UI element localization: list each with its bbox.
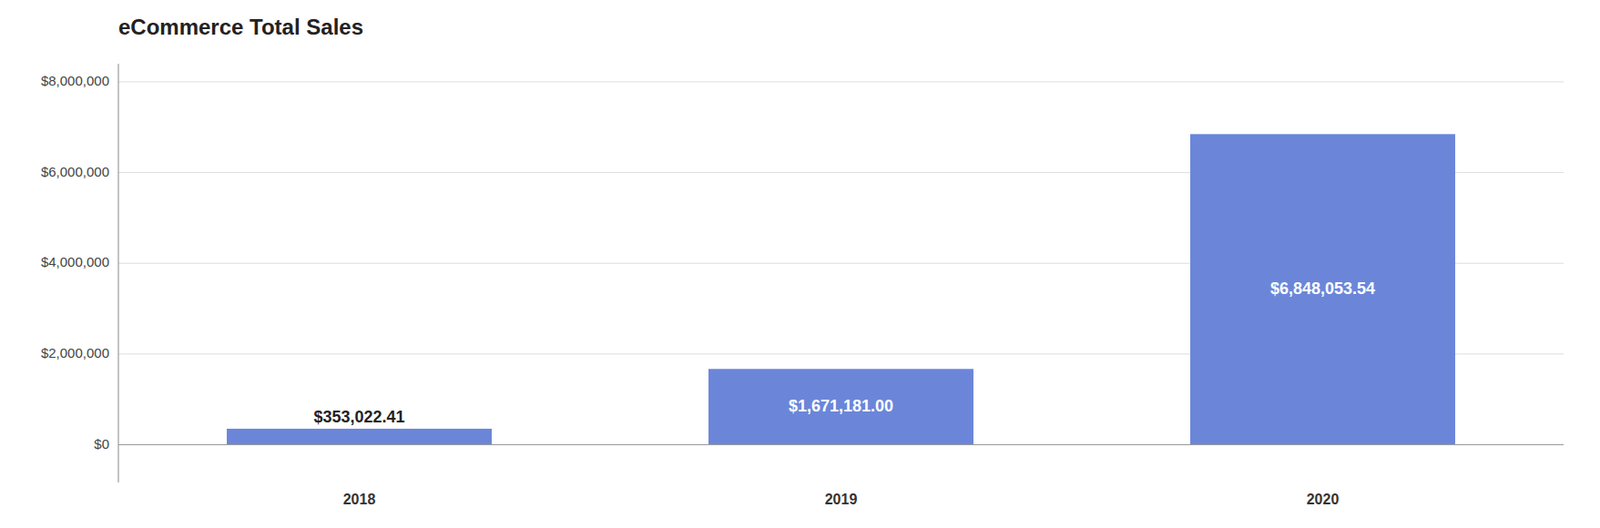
x-tick-label: 2018 (343, 491, 377, 508)
y-tick-label: $8,000,000 (40, 72, 110, 89)
bar (226, 428, 492, 446)
title: eCommerce Total Sales (118, 14, 364, 40)
y-tick-label: $6,000,000 (40, 163, 110, 180)
y-tick-label: $0 (93, 436, 110, 452)
grid-line (118, 81, 1564, 82)
chart-container: eCommerce Total Sales $0 $2,000,000 $4,000,… (0, 0, 1600, 528)
zero-line (118, 444, 1564, 446)
bar (1190, 133, 1456, 445)
x-axis: 2018 2019 2020 (343, 491, 1340, 508)
x-tick-label: 2020 (1306, 491, 1340, 508)
data-label: $6,848,053.54 (1270, 279, 1376, 298)
y-tick-label: $2,000,000 (40, 345, 110, 361)
bar (708, 368, 974, 445)
y-tick-label: $4,000,000 (40, 254, 110, 270)
data-label: $353,022.41 (313, 407, 405, 427)
labels: $353,022.41 $1,671,181.00 $6,848,053.54 (313, 279, 1376, 427)
data-label: $1,671,181.00 (788, 397, 894, 416)
y-axis: $0 $2,000,000 $4,000,000 $6,000,000 $8,000,0… (40, 72, 1564, 452)
x-tick-label: 2019 (825, 491, 858, 508)
grid-line (118, 444, 1564, 446)
chart-svg: eCommerce Total Sales $0 $2,000,000 $4,000,… (0, 0, 1600, 528)
y-axis-line (118, 63, 120, 483)
bars (226, 133, 1456, 445)
